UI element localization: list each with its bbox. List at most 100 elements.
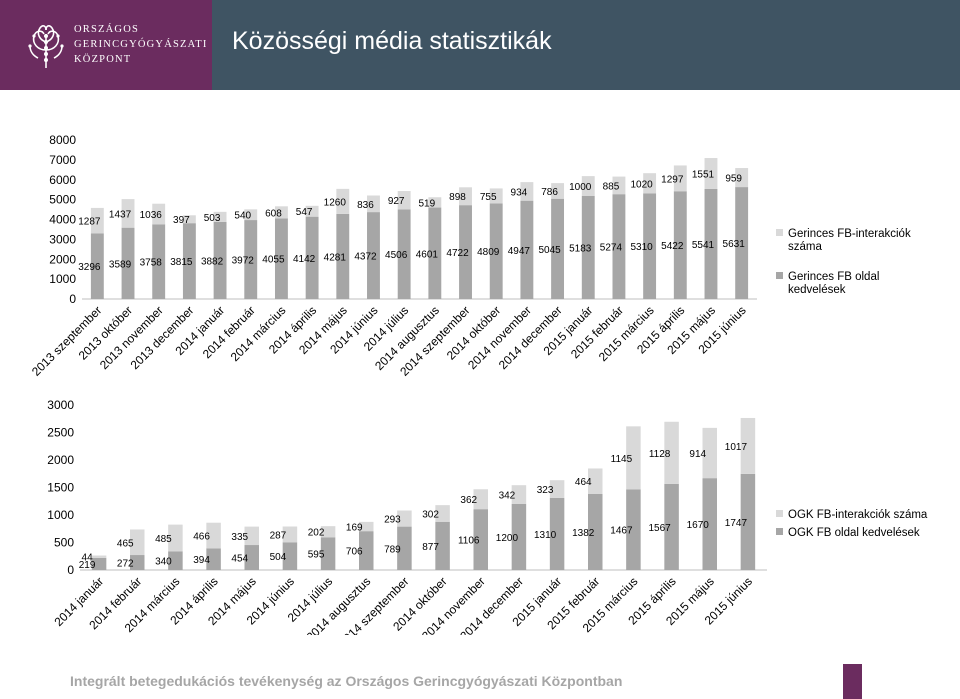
bar-gerinces-kedvelesek	[152, 224, 166, 299]
data-label-interakciok: 44	[82, 553, 94, 564]
data-label-interakciok: 485	[155, 534, 172, 545]
bar-gerinces-kedvelesek	[397, 209, 411, 299]
bar-gerinces-kedvelesek	[121, 227, 135, 299]
y-tick-label: 2000	[49, 252, 76, 266]
y-tick-label: 3000	[49, 232, 76, 246]
bar-gerinces-interakciok	[244, 209, 258, 221]
logo: ORSZÁGOS GERINCGYÓGYÁSZATI KÖZPONT	[0, 0, 212, 90]
legend-swatch	[776, 510, 783, 517]
data-label-interakciok: 1145	[611, 454, 633, 465]
data-label-interakciok: 519	[418, 198, 435, 209]
data-label-interakciok: 1437	[109, 209, 132, 220]
bar-ogk-kedvelesek	[626, 489, 641, 570]
bar-gerinces-kedvelesek	[336, 213, 350, 299]
data-label-interakciok: 1260	[324, 197, 347, 208]
bar-ogk-interakciok	[473, 489, 489, 510]
data-label-kedvelesek: 4281	[324, 252, 347, 263]
bar-ogk-kedvelesek	[740, 473, 756, 570]
legend-swatch	[776, 528, 783, 535]
data-label-kedvelesek: 5631	[723, 239, 746, 250]
y-tick-label: 2500	[47, 426, 74, 440]
data-label-interakciok: 786	[541, 187, 558, 198]
data-label-interakciok: 464	[575, 477, 592, 488]
bar-gerinces-interakciok	[643, 173, 657, 194]
data-label-interakciok: 1017	[725, 442, 748, 453]
data-label-kedvelesek: 504	[270, 552, 287, 563]
data-label-interakciok: 503	[204, 213, 221, 224]
y-tick-label: 2000	[47, 453, 74, 467]
data-label-kedvelesek: 5045	[538, 245, 561, 256]
bar-gerinces-kedvelesek	[459, 205, 472, 299]
bar-ogk-interakciok	[626, 426, 641, 490]
logo-text-line-2: GERINCGYÓGYÁSZATI	[74, 39, 208, 50]
data-label-kedvelesek: 706	[346, 547, 363, 558]
data-label-kedvelesek: 5274	[600, 243, 623, 254]
bar-ogk-interakciok	[129, 529, 145, 556]
bar-gerinces-interakciok	[428, 197, 442, 208]
bar-ogk-kedvelesek	[587, 493, 603, 570]
bar-ogk-kedvelesek	[282, 542, 298, 570]
bar-ogk-kedvelesek	[168, 551, 183, 570]
bar-gerinces-interakciok	[274, 206, 288, 219]
bar-ogk-kedvelesek	[91, 557, 107, 570]
bar-ogk-kedvelesek	[702, 478, 718, 570]
page-title: Közösségi média statisztikák	[232, 27, 552, 55]
legend-swatch	[776, 272, 783, 279]
bar-ogk-interakciok	[358, 521, 374, 532]
data-label-interakciok: 397	[173, 215, 190, 226]
bar-gerinces-kedvelesek	[643, 193, 657, 299]
data-label-interakciok: 927	[388, 196, 405, 207]
data-label-kedvelesek: 877	[422, 542, 439, 553]
data-label-interakciok: 1287	[78, 217, 101, 228]
bar-ogk-interakciok	[320, 526, 336, 538]
data-label-kedvelesek: 1467	[610, 526, 633, 537]
gerinces-fb-chart: 0 1000 2000 3000 4000 5000 6000 7000 8000 3296 128…	[29, 133, 911, 379]
bar-gerinces-kedvelesek	[305, 216, 319, 299]
data-label-kedvelesek: 5541	[692, 240, 715, 251]
data-label-interakciok: 898	[449, 192, 466, 203]
data-label-kedvelesek: 789	[384, 544, 401, 555]
y-tick-label: 6000	[49, 173, 76, 187]
data-label-kedvelesek: 3972	[232, 256, 255, 267]
data-label-interakciok: 836	[357, 200, 374, 211]
data-label-interakciok: 934	[511, 187, 528, 198]
bar-gerinces-interakciok	[673, 165, 687, 192]
y-tick-label: 1000	[47, 508, 74, 522]
footer-accent-square	[843, 664, 862, 699]
data-label-kedvelesek: 595	[308, 550, 325, 561]
bar-ogk-kedvelesek	[358, 531, 374, 570]
bar-gerinces-kedvelesek	[213, 221, 227, 299]
y-tick-label: 0	[67, 563, 74, 577]
bar-gerinces-kedvelesek	[274, 218, 288, 299]
bar-gerinces-interakciok	[182, 215, 196, 224]
data-label-interakciok: 302	[422, 509, 439, 520]
bar-ogk-kedvelesek	[244, 545, 260, 570]
bar-gerinces-kedvelesek	[428, 207, 442, 299]
legend-label: OGK FB oldal kedvelések	[788, 527, 920, 539]
bar-gerinces-interakciok	[612, 176, 626, 195]
bar-ogk-interakciok	[549, 480, 565, 498]
spine-tree-logo-icon	[28, 25, 64, 69]
bar-ogk-kedvelesek	[320, 537, 336, 570]
bar-gerinces-interakciok	[152, 203, 166, 225]
bar-ogk-interakciok	[664, 421, 679, 484]
bar-ogk-interakciok	[435, 505, 450, 522]
bar-gerinces-kedvelesek	[244, 220, 258, 299]
data-label-kedvelesek: 1747	[725, 518, 748, 529]
bar-ogk-kedvelesek	[129, 555, 145, 570]
data-label-interakciok: 342	[499, 491, 516, 502]
legend-label: Gerinces FB-interakciók	[788, 228, 911, 240]
bar-ogk-kedvelesek	[511, 504, 527, 570]
y-tick-label: 8000	[49, 133, 76, 147]
bar-ogk-interakciok	[702, 427, 718, 479]
data-label-kedvelesek: 1382	[572, 528, 595, 539]
bar-ogk-interakciok	[587, 468, 603, 494]
data-label-interakciok: 885	[603, 181, 620, 192]
data-label-kedvelesek: 3815	[170, 257, 193, 268]
legend-label: OGK FB-interakciók száma	[788, 509, 928, 521]
data-label-interakciok: 608	[265, 208, 282, 219]
legend-label: Gerinces FB oldal	[788, 271, 879, 283]
data-label-kedvelesek: 272	[117, 559, 134, 570]
data-label-interakciok: 169	[346, 523, 363, 534]
